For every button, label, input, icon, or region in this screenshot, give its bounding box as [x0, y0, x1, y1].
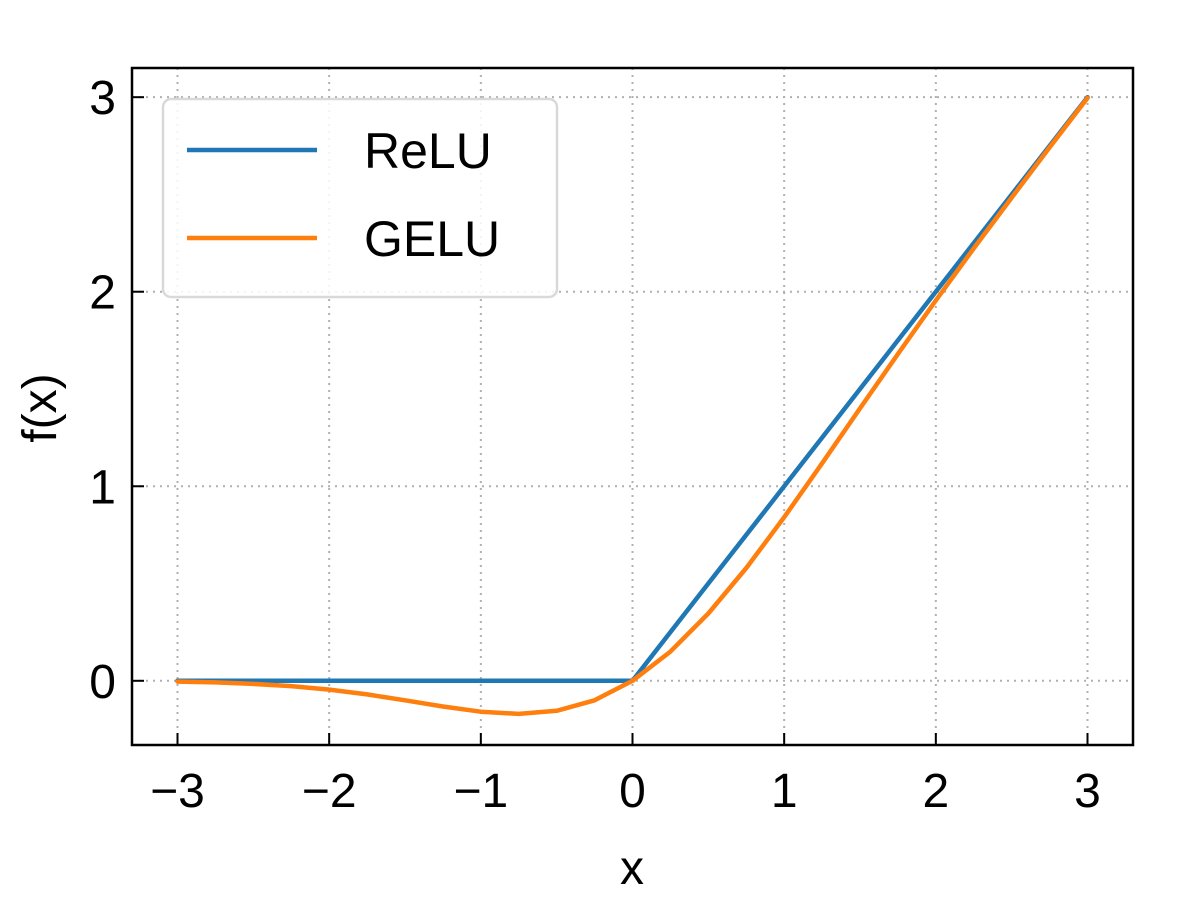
- legend: ReLU GELU: [161, 97, 559, 299]
- x-tick-label: 1: [771, 765, 798, 818]
- x-tick-label: −2: [302, 765, 357, 818]
- series-line-gelu: [175, 95, 1090, 717]
- y-tick-label: 0: [89, 656, 116, 709]
- y-tick-label: 2: [89, 267, 116, 320]
- y-tick-label: 3: [89, 72, 116, 125]
- y-tick-label: 1: [89, 461, 116, 514]
- legend-label-relu: ReLU: [364, 123, 492, 179]
- legend-box: [161, 97, 559, 299]
- x-tick-label: 2: [922, 765, 949, 818]
- legend-label-gelu: GELU: [364, 211, 500, 267]
- x-axis-label: x: [620, 842, 644, 895]
- x-tick-label: 3: [1074, 765, 1101, 818]
- plot-series: [175, 94, 1090, 717]
- x-tick-label: −3: [150, 765, 205, 818]
- y-axis-label: f(x): [14, 373, 67, 442]
- x-tick-label: −1: [453, 765, 508, 818]
- axis-ticks: −3 −2 −1 0 1 2 3 0 1 2 3: [89, 72, 1101, 818]
- x-tick-label: 0: [619, 765, 646, 818]
